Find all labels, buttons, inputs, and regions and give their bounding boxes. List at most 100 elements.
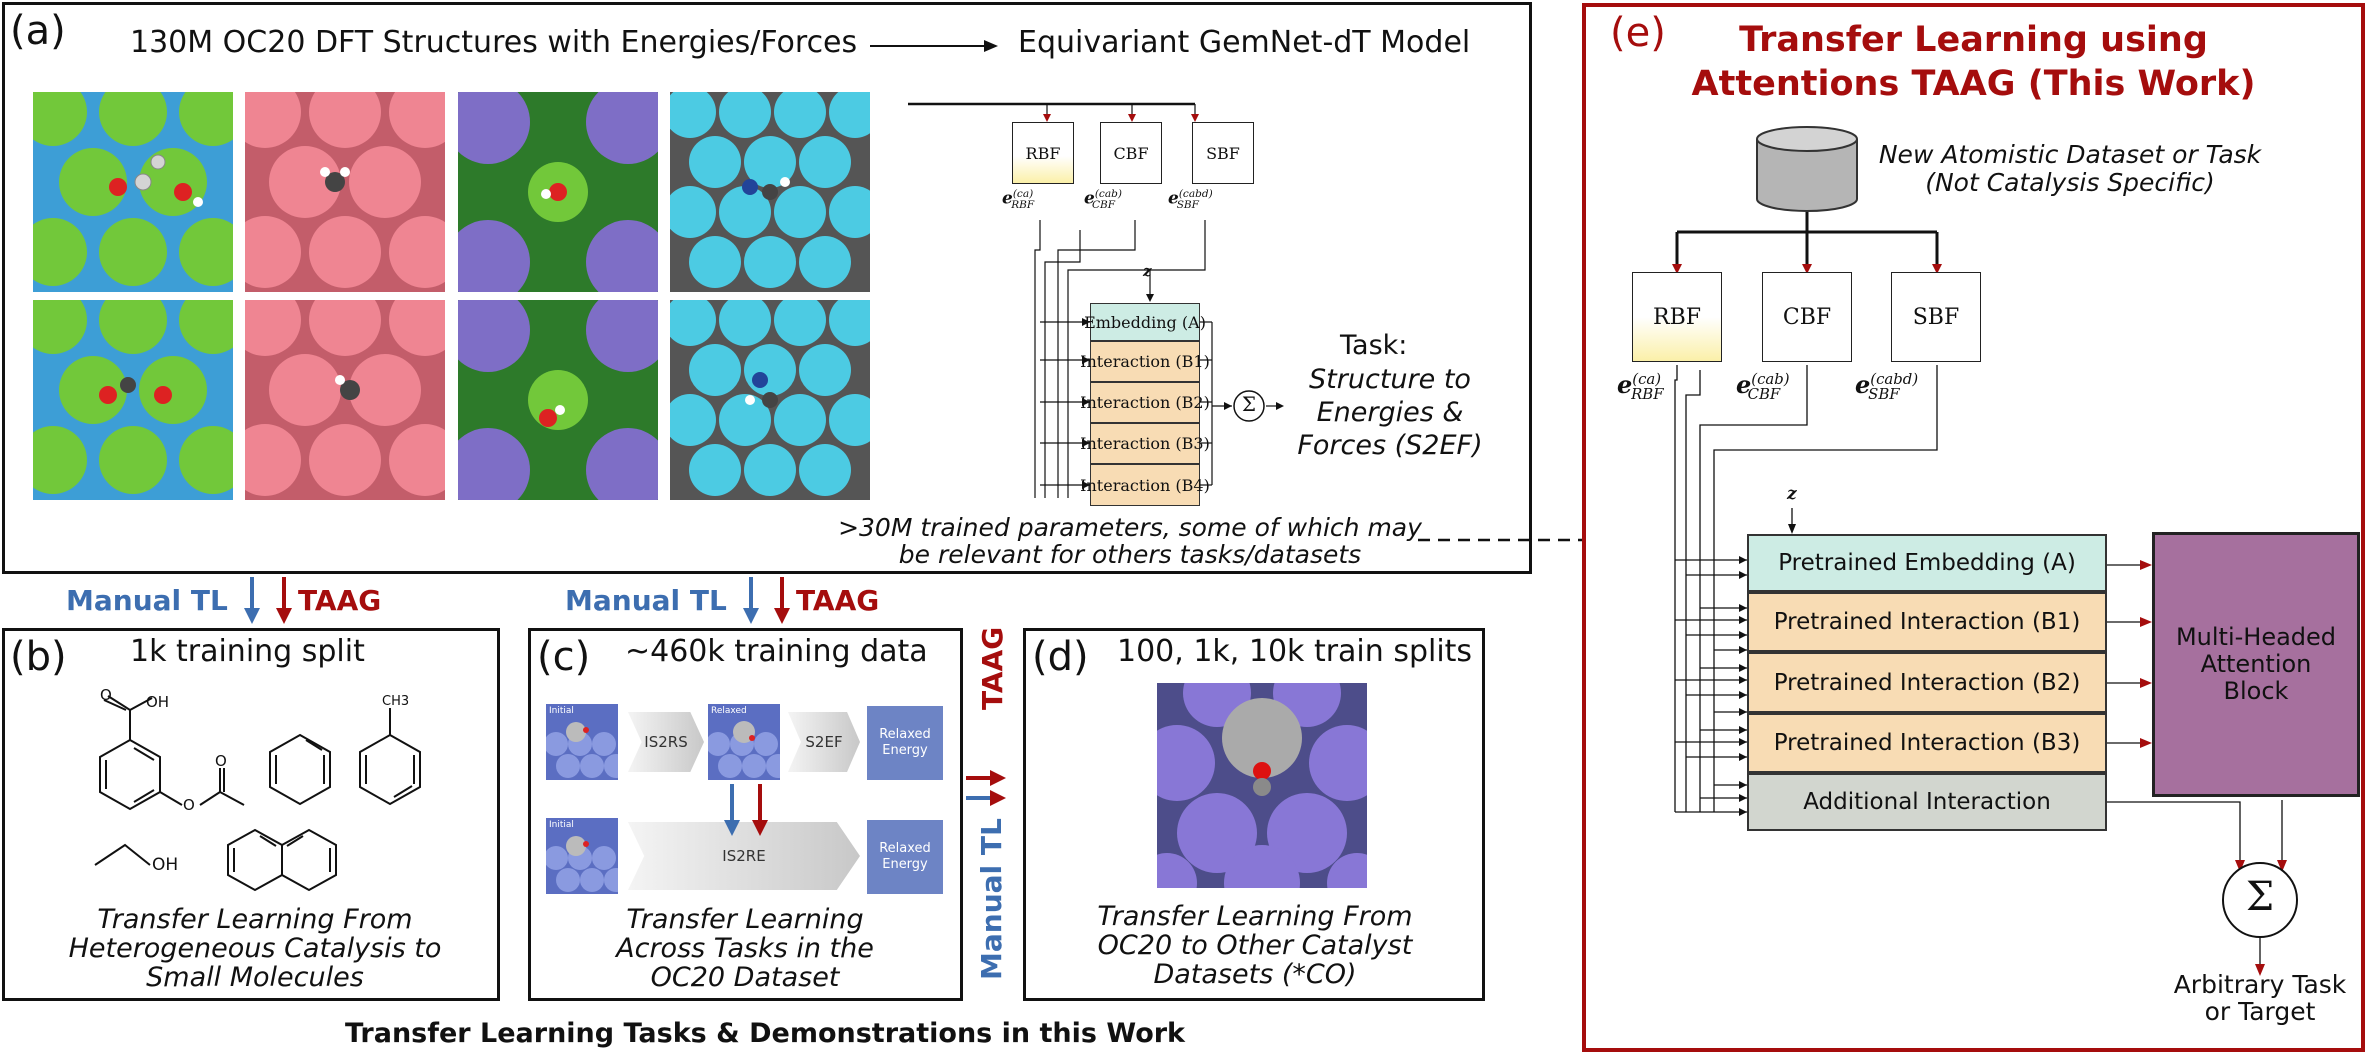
- gemnet-sum: Σ: [1241, 392, 1257, 416]
- relaxed-energy-label-1: Relaxed Energy: [879, 727, 931, 758]
- output-sum: Σ: [2245, 874, 2275, 920]
- e-rbf-e-sup: (ca): [1632, 370, 1662, 388]
- task-line-1: Structure to: [1309, 364, 1471, 395]
- panel-c-caption-2: Across Tasks in the: [616, 933, 874, 964]
- interaction-block-a-b3: Interaction (B3): [1080, 423, 1210, 464]
- panel-c-label: (c): [537, 634, 591, 680]
- e-rbf-sub: RBF: [1011, 199, 1035, 212]
- attention-line-1: Multi-Headed: [2175, 623, 2337, 651]
- e-sbf-label-a: e(cabd)SBF: [1168, 188, 1213, 212]
- dataset-line-1: New Atomistic Dataset or Task: [1878, 140, 2262, 169]
- is2re-chevron: IS2RE: [628, 822, 860, 890]
- initial-structure-1: Initial: [546, 704, 618, 780]
- e-rbf-sup: (ca): [1012, 188, 1034, 200]
- structure-tile-4: [670, 92, 870, 292]
- panel-d-label: (d): [1032, 634, 1089, 680]
- interaction-b3-tag: (B3): [1175, 434, 1210, 453]
- svg-text:O: O: [100, 686, 112, 704]
- task-label: Task:: [1340, 330, 1408, 361]
- attention-line-3: Block: [2223, 677, 2289, 705]
- structure-tile-2: [245, 92, 445, 292]
- e-sbf-e-sup: (cabd): [1870, 370, 1919, 388]
- pretrained-interaction-b1-block: Pretrained Interaction (B1): [1747, 592, 2107, 652]
- sbf-block-e-label: SBF: [1912, 304, 1960, 330]
- panel-e-title-1: Transfer Learning using: [1739, 20, 2208, 60]
- rbf-block-e-label: RBF: [1653, 304, 1701, 330]
- cd-arrows: [966, 770, 1006, 806]
- sbf-block-a-label: SBF: [1206, 143, 1240, 163]
- e-cbf-label-e: e(cab)CBF: [1736, 370, 1790, 403]
- is2rs-label: IS2RS: [644, 733, 688, 751]
- interaction-b3-name: Interaction: [1080, 434, 1171, 453]
- pretrained-embedding-block: Pretrained Embedding (A): [1747, 534, 2107, 592]
- panel-d-title: 100, 1k, 10k train splits: [1117, 634, 1473, 669]
- params-line-2: be relevant for others tasks/datasets: [898, 540, 1362, 569]
- dataset-line-2: (Not Catalysis Specific): [1925, 168, 2215, 197]
- interaction-block-a-b4: Interaction (B4): [1080, 464, 1210, 506]
- initial-structure-2: Initial: [546, 818, 618, 894]
- panel-a-title-right: Equivariant GemNet-dT Model: [1018, 25, 1471, 60]
- panel-b-caption-1: Transfer Learning From: [97, 904, 413, 935]
- relaxed-energy-box-2: Relaxed Energy: [867, 820, 943, 894]
- pretrained-interaction-b3-block: Pretrained Interaction (B3): [1747, 713, 2107, 773]
- z-label-a: z: [1143, 262, 1152, 280]
- transfer-arrows: [244, 577, 790, 624]
- molecules-drawing: OH O O O CH3 OH: [94, 686, 421, 892]
- taag-label-d: TAAG: [976, 626, 1009, 710]
- interaction-block-a-b2: Interaction (B2): [1080, 382, 1210, 423]
- attention-block: Multi-Headed Attention Block: [2152, 532, 2360, 797]
- structure-tile-3: [458, 92, 658, 292]
- e-rbf-e-sub: RBF: [1631, 384, 1664, 403]
- panel-b-caption-3: Small Molecules: [146, 962, 364, 993]
- relaxed-label: Relaxed: [711, 706, 747, 716]
- svg-text:CH3: CH3: [382, 694, 409, 709]
- co-adsorption-image: [1157, 683, 1367, 888]
- structure-tile-8: [670, 300, 870, 500]
- e-cbf-label-a: e(cab)CBF: [1084, 188, 1122, 212]
- rbf-block-a: RBF: [1012, 122, 1074, 184]
- panel-e-title-2: Attentions TAAG (This Work): [1691, 64, 2256, 104]
- panel-c-title: ~460k training data: [625, 634, 928, 669]
- structure-tile-6: [245, 300, 445, 500]
- output-line-2: or Target: [2204, 997, 2316, 1026]
- e-rbf-label-a: e(ca)RBF: [1002, 188, 1035, 212]
- e-sbf-sup: (cabd): [1178, 188, 1213, 200]
- embedding-block-a: Embedding (A): [1084, 303, 1206, 341]
- taag-label-c: TAAG: [796, 584, 880, 617]
- svg-text:O: O: [183, 796, 195, 814]
- manual-tl-label-c: Manual TL: [565, 584, 727, 617]
- e-sbf-e-sub: SBF: [1868, 384, 1900, 403]
- manual-tl-label-d: Manual TL: [975, 818, 1008, 980]
- panel-d-caption-2: OC20 to Other Catalyst: [1097, 930, 1413, 961]
- attention-line-2: Attention: [2200, 650, 2312, 678]
- panel-d-caption-3: Datasets (*CO): [1153, 959, 1357, 990]
- cbf-block-e-label: CBF: [1782, 304, 1832, 330]
- interaction-b2-tag: (B2): [1175, 393, 1210, 412]
- rbf-block-a-label: RBF: [1025, 143, 1061, 163]
- dataset-cylinder: [1756, 126, 1858, 212]
- sbf-block-a: SBF: [1192, 122, 1254, 184]
- panel-b-title: 1k training split: [130, 634, 365, 669]
- panel-d-caption-1: Transfer Learning From: [1097, 901, 1413, 932]
- panel-b-label: (b): [10, 634, 67, 680]
- footer-title: Transfer Learning Tasks & Demonstrations…: [344, 1018, 1186, 1049]
- panel-a-title-left: 130M OC20 DFT Structures with Energies/F…: [130, 25, 858, 60]
- svg-text:OH: OH: [146, 693, 169, 711]
- panel-c: [528, 628, 963, 1001]
- task-line-2: Energies &: [1316, 397, 1464, 428]
- relaxed-structure: Relaxed: [708, 704, 780, 780]
- taag-label-b: TAAG: [298, 584, 382, 617]
- e-rbf-label-e: e(ca)RBF: [1617, 370, 1664, 403]
- embedding-block-a-name: Embedding: [1084, 312, 1177, 332]
- manual-tl-label-b: Manual TL: [66, 584, 228, 617]
- interaction-block-a-b1: Interaction (B1): [1080, 341, 1210, 382]
- initial-label-1: Initial: [549, 706, 574, 716]
- svg-text:O: O: [215, 752, 227, 770]
- rbf-block-e: RBF: [1632, 272, 1722, 362]
- structure-tile-7: [458, 300, 658, 500]
- relaxed-energy-box-1: Relaxed Energy: [867, 706, 943, 780]
- panel-b-caption-2: Heterogeneous Catalysis to: [68, 933, 442, 964]
- e-cbf-e-sub: CBF: [1747, 384, 1781, 403]
- panel-e-wiring: [1672, 212, 2298, 976]
- e-cbf-sub: CBF: [1091, 199, 1116, 212]
